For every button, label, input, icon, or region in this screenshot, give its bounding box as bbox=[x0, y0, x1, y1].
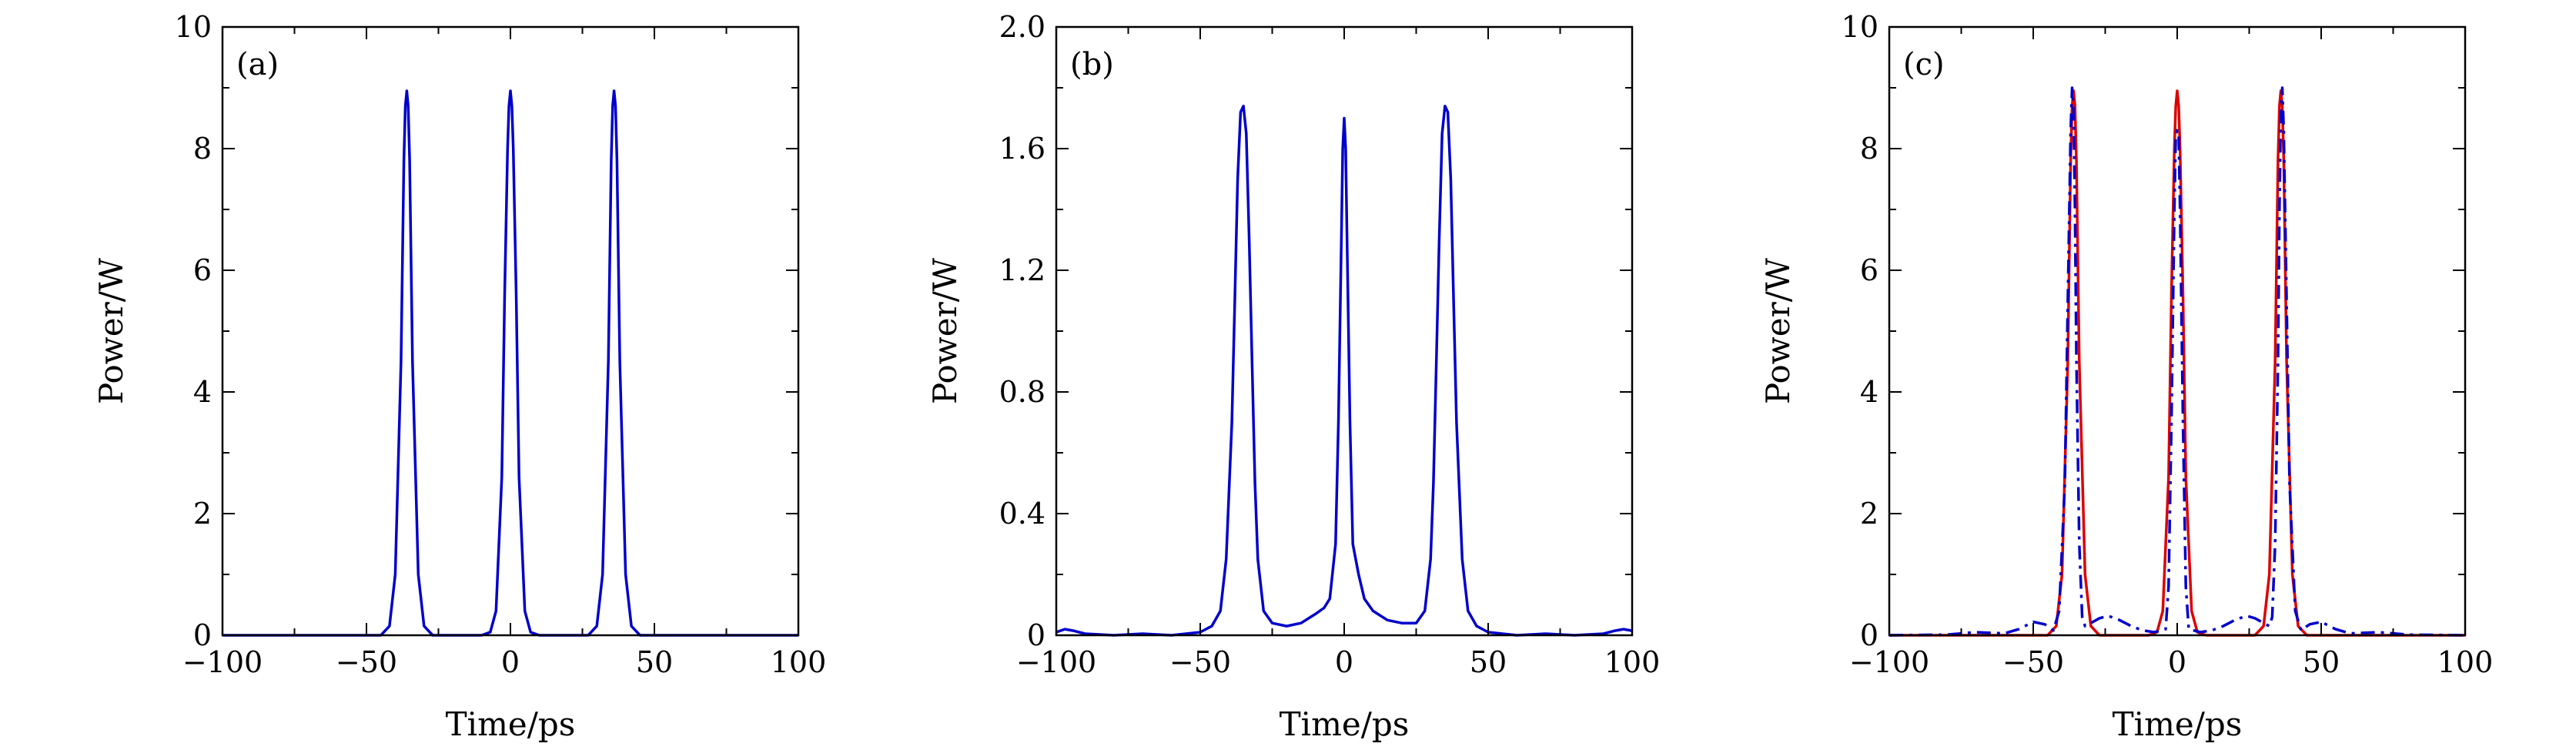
x-tick-label: −100 bbox=[1016, 645, 1096, 679]
y-tick-label: 4 bbox=[1860, 375, 1878, 409]
x-tick-label: −50 bbox=[336, 645, 397, 679]
panel-c: −100 −50 0 50 100 0 2 4 6 8 10 Time/ps Power/W (c) bbox=[1759, 10, 2493, 743]
series-line-0 bbox=[222, 89, 798, 637]
plot-frame bbox=[221, 25, 800, 637]
y-axis-title: Power/W bbox=[1759, 257, 1797, 404]
x-tick-label: −50 bbox=[1169, 645, 1231, 679]
y-axis-title: Power/W bbox=[92, 257, 130, 404]
y-tick-label: 8 bbox=[1860, 132, 1878, 166]
x-axis-title: Time/ps bbox=[1280, 705, 1410, 743]
x-tick-label: 0 bbox=[2168, 645, 2186, 679]
y-tick-label: 10 bbox=[1842, 10, 1878, 44]
x-axis-title: Time/ps bbox=[2113, 705, 2243, 743]
y-tick-label: 0.4 bbox=[999, 497, 1045, 531]
y-tick-label: 0.8 bbox=[999, 375, 1045, 409]
y-tick-label: 2.0 bbox=[999, 10, 1045, 44]
x-tick-label: −100 bbox=[1849, 645, 1929, 679]
x-tick-label: 100 bbox=[771, 645, 827, 679]
y-tick-label: 1.2 bbox=[999, 253, 1045, 287]
y-tick-label: 2 bbox=[193, 497, 212, 531]
panel-label: (c) bbox=[1903, 47, 1945, 82]
series-line-0 bbox=[1889, 89, 2465, 637]
panel-label: (b) bbox=[1070, 47, 1114, 82]
x-tick-label: 50 bbox=[2303, 645, 2340, 679]
x-tick-label: 50 bbox=[1470, 645, 1507, 679]
panel-a: −100 −50 0 50 100 0 2 4 6 8 10 Time/ps Power/W (a) bbox=[92, 10, 826, 743]
panel-b: −100 −50 0 50 100 0 0.4 0.8 1.2 1.6 2.0 Time/ps Powe… bbox=[926, 10, 1660, 743]
x-tick-label: 100 bbox=[1604, 645, 1661, 679]
series-line-0 bbox=[1055, 104, 1633, 637]
y-tick-label: 6 bbox=[193, 253, 212, 287]
x-axis-title: Time/ps bbox=[446, 705, 576, 743]
series-line-1 bbox=[1889, 86, 2466, 637]
y-tick-label: 0 bbox=[193, 618, 212, 652]
x-tick-label: 0 bbox=[1335, 645, 1353, 679]
y-tick-label: 0 bbox=[1860, 618, 1878, 652]
x-tick-label: 100 bbox=[2437, 645, 2494, 679]
x-tick-label: 0 bbox=[501, 645, 520, 679]
plot-frame bbox=[1888, 25, 2467, 637]
x-tick-label: −100 bbox=[182, 645, 263, 679]
y-tick-label: 10 bbox=[175, 10, 212, 44]
y-tick-label: 2 bbox=[1860, 497, 1878, 531]
y-tick-label: 4 bbox=[193, 375, 212, 409]
y-tick-label: 6 bbox=[1860, 253, 1878, 287]
y-tick-label: 1.6 bbox=[999, 132, 1045, 166]
x-tick-label: −50 bbox=[2002, 645, 2064, 679]
y-tick-label: 8 bbox=[193, 132, 212, 166]
y-tick-label: 0 bbox=[1027, 618, 1045, 652]
y-axis-title: Power/W bbox=[926, 257, 964, 404]
x-tick-label: 50 bbox=[636, 645, 673, 679]
panel-label: (a) bbox=[236, 47, 279, 82]
